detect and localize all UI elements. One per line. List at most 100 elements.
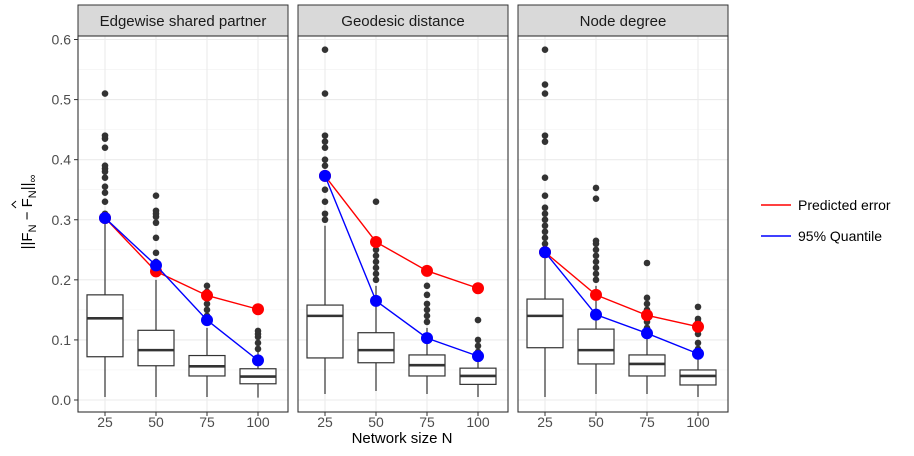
- outlier-point: [541, 228, 549, 236]
- facet-panel: Node degree 25 50 75 100: [517, 4, 729, 430]
- box-25: [306, 46, 344, 394]
- outlier-point: [101, 183, 109, 191]
- outlier-point: [592, 195, 600, 203]
- y-axis-title: ||FN − FN||∞: [19, 175, 39, 250]
- y-axis-title-part: − F: [19, 198, 36, 224]
- outlier-point: [101, 162, 109, 169]
- outlier-point: [321, 138, 329, 145]
- outlier-point: [321, 216, 329, 224]
- quantile-point: [150, 259, 162, 272]
- x-tick-label: 100: [686, 414, 710, 430]
- box-iqr: [137, 329, 175, 367]
- facet-title: Node degree: [580, 13, 667, 30]
- predicted-error-point: [641, 309, 653, 322]
- outlier-point: [541, 204, 549, 212]
- outlier-point: [541, 138, 549, 145]
- y-tick-label: 0.1: [52, 332, 72, 348]
- quantile-point: [421, 332, 433, 345]
- x-tick-label: 50: [368, 414, 384, 430]
- quantile-line: [544, 251, 699, 355]
- box-25: [526, 46, 564, 397]
- box-iqr: [628, 354, 666, 377]
- x-tick-label: 25: [537, 414, 553, 430]
- outlier-point: [101, 174, 109, 181]
- outlier-point: [254, 339, 262, 347]
- legend: Predicted error 95% Quantile: [761, 197, 891, 244]
- predicted-error-line: [544, 251, 699, 328]
- outlier-point: [541, 222, 549, 230]
- outlier-point: [541, 192, 549, 200]
- outlier-point: [541, 81, 549, 88]
- outlier-point: [423, 300, 431, 308]
- outlier-point: [694, 303, 702, 311]
- box-iqr: [679, 369, 717, 386]
- predicted-error-line: [324, 175, 479, 289]
- outlier-point: [203, 300, 211, 308]
- legend-label: Predicted error: [798, 197, 891, 213]
- box-100: [239, 327, 277, 398]
- quantile-point: [99, 211, 111, 224]
- y-tick-label: 0.2: [52, 272, 72, 288]
- quantile-point: [370, 294, 382, 307]
- outlier-point: [101, 198, 109, 206]
- quantile-point: [201, 314, 213, 327]
- outlier-point: [321, 186, 329, 194]
- outlier-point: [321, 132, 329, 139]
- estimate-hat: [11, 200, 17, 209]
- outlier-point: [321, 156, 329, 163]
- facet-panel: Geodesic distance 25 50 75 100: [297, 4, 509, 430]
- outlier-point: [541, 240, 549, 248]
- outlier-point: [372, 252, 380, 260]
- x-tick-label: 100: [466, 414, 490, 430]
- quantile-point: [319, 169, 331, 182]
- outlier-point: [321, 90, 329, 97]
- box-iqr: [577, 328, 615, 365]
- box-iqr: [306, 304, 344, 359]
- y-axis-title-part: ∞: [27, 175, 39, 183]
- y-axis-title-part: ||: [19, 182, 36, 190]
- y-axis-title-part: N: [27, 190, 39, 198]
- outlier-point: [372, 258, 380, 266]
- outlier-point: [152, 249, 160, 257]
- outlier-point: [592, 270, 600, 278]
- predicted-error-point: [370, 235, 382, 248]
- outlier-point: [101, 144, 109, 151]
- predicted-error-point: [252, 303, 264, 316]
- box-100: [679, 303, 717, 397]
- box-25: [86, 90, 124, 397]
- outlier-point: [474, 336, 482, 344]
- outlier-point: [152, 219, 160, 227]
- box-iqr: [86, 294, 124, 358]
- x-tick-label: 50: [588, 414, 604, 430]
- y-axis-title-part: ||F: [19, 232, 36, 249]
- outlier-point: [474, 342, 482, 350]
- panel-background: [518, 36, 728, 412]
- legend-item: Predicted error: [761, 197, 891, 213]
- facet-title: Edgewise shared partner: [100, 13, 267, 30]
- outlier-point: [152, 192, 160, 200]
- predicted-error-point: [201, 289, 213, 302]
- quantile-point: [539, 246, 551, 259]
- outlier-point: [541, 46, 549, 54]
- outlier-point: [321, 144, 329, 151]
- panel-border: [297, 35, 509, 413]
- outlier-point: [541, 174, 549, 181]
- outlier-point: [372, 264, 380, 272]
- outlier-point: [321, 210, 329, 218]
- outlier-point: [152, 207, 160, 215]
- outlier-point: [423, 318, 431, 326]
- x-tick-label: 50: [148, 414, 164, 430]
- outlier-point: [694, 315, 702, 323]
- outlier-point: [101, 189, 109, 197]
- predicted-error-point: [590, 288, 602, 301]
- y-tick-label: 0.0: [52, 392, 72, 408]
- outlier-point: [372, 276, 380, 284]
- predicted-error-point: [421, 264, 433, 277]
- legend-label: 95% Quantile: [798, 228, 882, 244]
- outlier-point: [541, 132, 549, 139]
- box-50: [577, 184, 615, 394]
- outlier-point: [643, 300, 651, 308]
- outlier-point: [254, 327, 262, 335]
- facet-panel: Edgewise shared partner 25 50 75 100: [77, 4, 289, 430]
- outlier-point: [592, 258, 600, 266]
